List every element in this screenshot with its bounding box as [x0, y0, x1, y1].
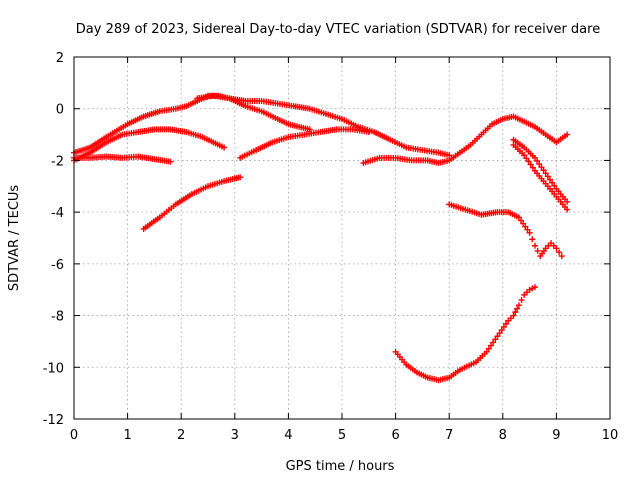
data-point-marker [536, 161, 543, 168]
chart-title: Day 289 of 2023, Sidereal Day-to-day VTE… [76, 22, 600, 37]
data-point-marker [446, 152, 453, 159]
series-arc10 [510, 141, 571, 213]
data-point-marker [546, 176, 553, 183]
data-point-marker [492, 336, 499, 343]
series-arc1 [71, 92, 313, 156]
data-point-marker [531, 284, 538, 291]
data-point-marker [529, 236, 536, 243]
data-point-marker [514, 305, 521, 312]
data-point-marker [551, 182, 558, 189]
data-point-marker [549, 179, 556, 186]
data-point-marker [542, 170, 549, 177]
data-point-marker [510, 312, 517, 319]
data-point-marker [221, 144, 228, 151]
x-tick-label: 5 [338, 428, 346, 443]
series-arc9 [446, 201, 565, 260]
x-tick-label: 0 [70, 428, 78, 443]
data-point-marker [485, 345, 492, 352]
tick-layer [73, 56, 611, 420]
data-point-marker [540, 167, 547, 174]
y-tick-label: -2 [51, 154, 64, 169]
data-point-marker [523, 155, 530, 162]
data-point-marker [564, 131, 571, 138]
data-point-marker [524, 226, 531, 233]
data-point-marker [529, 164, 536, 171]
x-tick-label: 8 [499, 428, 507, 443]
x-tick-label: 2 [177, 428, 185, 443]
y-tick-label: -10 [43, 361, 64, 376]
data-point-marker [558, 253, 565, 260]
data-point-marker [365, 128, 372, 135]
data-point-marker [515, 214, 522, 221]
data-point-marker [527, 161, 534, 168]
data-point-marker [515, 302, 522, 309]
x-tick-label: 3 [231, 428, 239, 443]
series-arc5 [194, 92, 453, 159]
data-point-marker [490, 339, 497, 346]
data-point-marker [503, 320, 510, 327]
series-arc4 [140, 174, 244, 232]
data-point-marker [483, 348, 490, 355]
x-tick-label: 9 [552, 428, 560, 443]
data-point-marker [306, 126, 313, 133]
y-axis-label: SDTVAR / TECUs [7, 185, 22, 292]
x-tick-label: 6 [391, 428, 399, 443]
data-point-marker [564, 198, 571, 205]
data-point-marker [522, 223, 529, 230]
label-layer: 0 1 2 3 4 5 6 7 8 9 10 -12 -10 -8 -6 -4 -2 0 2 [43, 51, 619, 443]
data-point-marker [521, 152, 528, 159]
y-tick-label: -6 [51, 258, 64, 273]
data-point-marker [496, 330, 503, 337]
x-tick-label: 4 [284, 428, 292, 443]
data-point-marker [556, 249, 563, 256]
series-arc11 [510, 136, 571, 205]
data-point-marker [518, 217, 525, 224]
data-point-marker [498, 327, 505, 334]
data-point-marker [534, 247, 541, 254]
data-point-marker [500, 323, 507, 330]
data-point-marker [531, 242, 538, 249]
series-arc8 [392, 284, 538, 384]
series-arc7 [360, 113, 571, 167]
data-point-marker [520, 220, 527, 227]
series-arc6 [237, 126, 372, 161]
y-tick-label: -12 [43, 413, 64, 428]
data-point-marker [167, 158, 174, 165]
data-point-marker [512, 309, 519, 316]
y-tick-label: -4 [51, 206, 64, 221]
series-arc3 [71, 153, 174, 165]
data-point-marker [538, 164, 545, 171]
x-tick-label: 7 [445, 428, 453, 443]
y-tick-label: 2 [56, 51, 64, 66]
data-point-marker [526, 229, 533, 236]
x-tick-label: 1 [123, 428, 131, 443]
y-tick-label: 0 [56, 103, 64, 118]
data-layer [71, 92, 571, 384]
x-tick-label: 10 [602, 428, 619, 443]
data-point-marker [564, 206, 571, 213]
data-point-marker [488, 342, 495, 349]
grid-layer [74, 57, 610, 419]
data-point-marker [525, 158, 532, 165]
data-point-marker [534, 157, 541, 164]
data-point-marker [553, 245, 560, 252]
data-point-marker [544, 173, 551, 180]
data-point-marker [518, 297, 525, 304]
y-tick-label: -8 [51, 310, 64, 325]
data-point-marker [494, 333, 501, 340]
x-axis-label: GPS time / hours [286, 459, 395, 474]
data-point-marker [531, 154, 538, 161]
data-point-marker [237, 174, 244, 181]
